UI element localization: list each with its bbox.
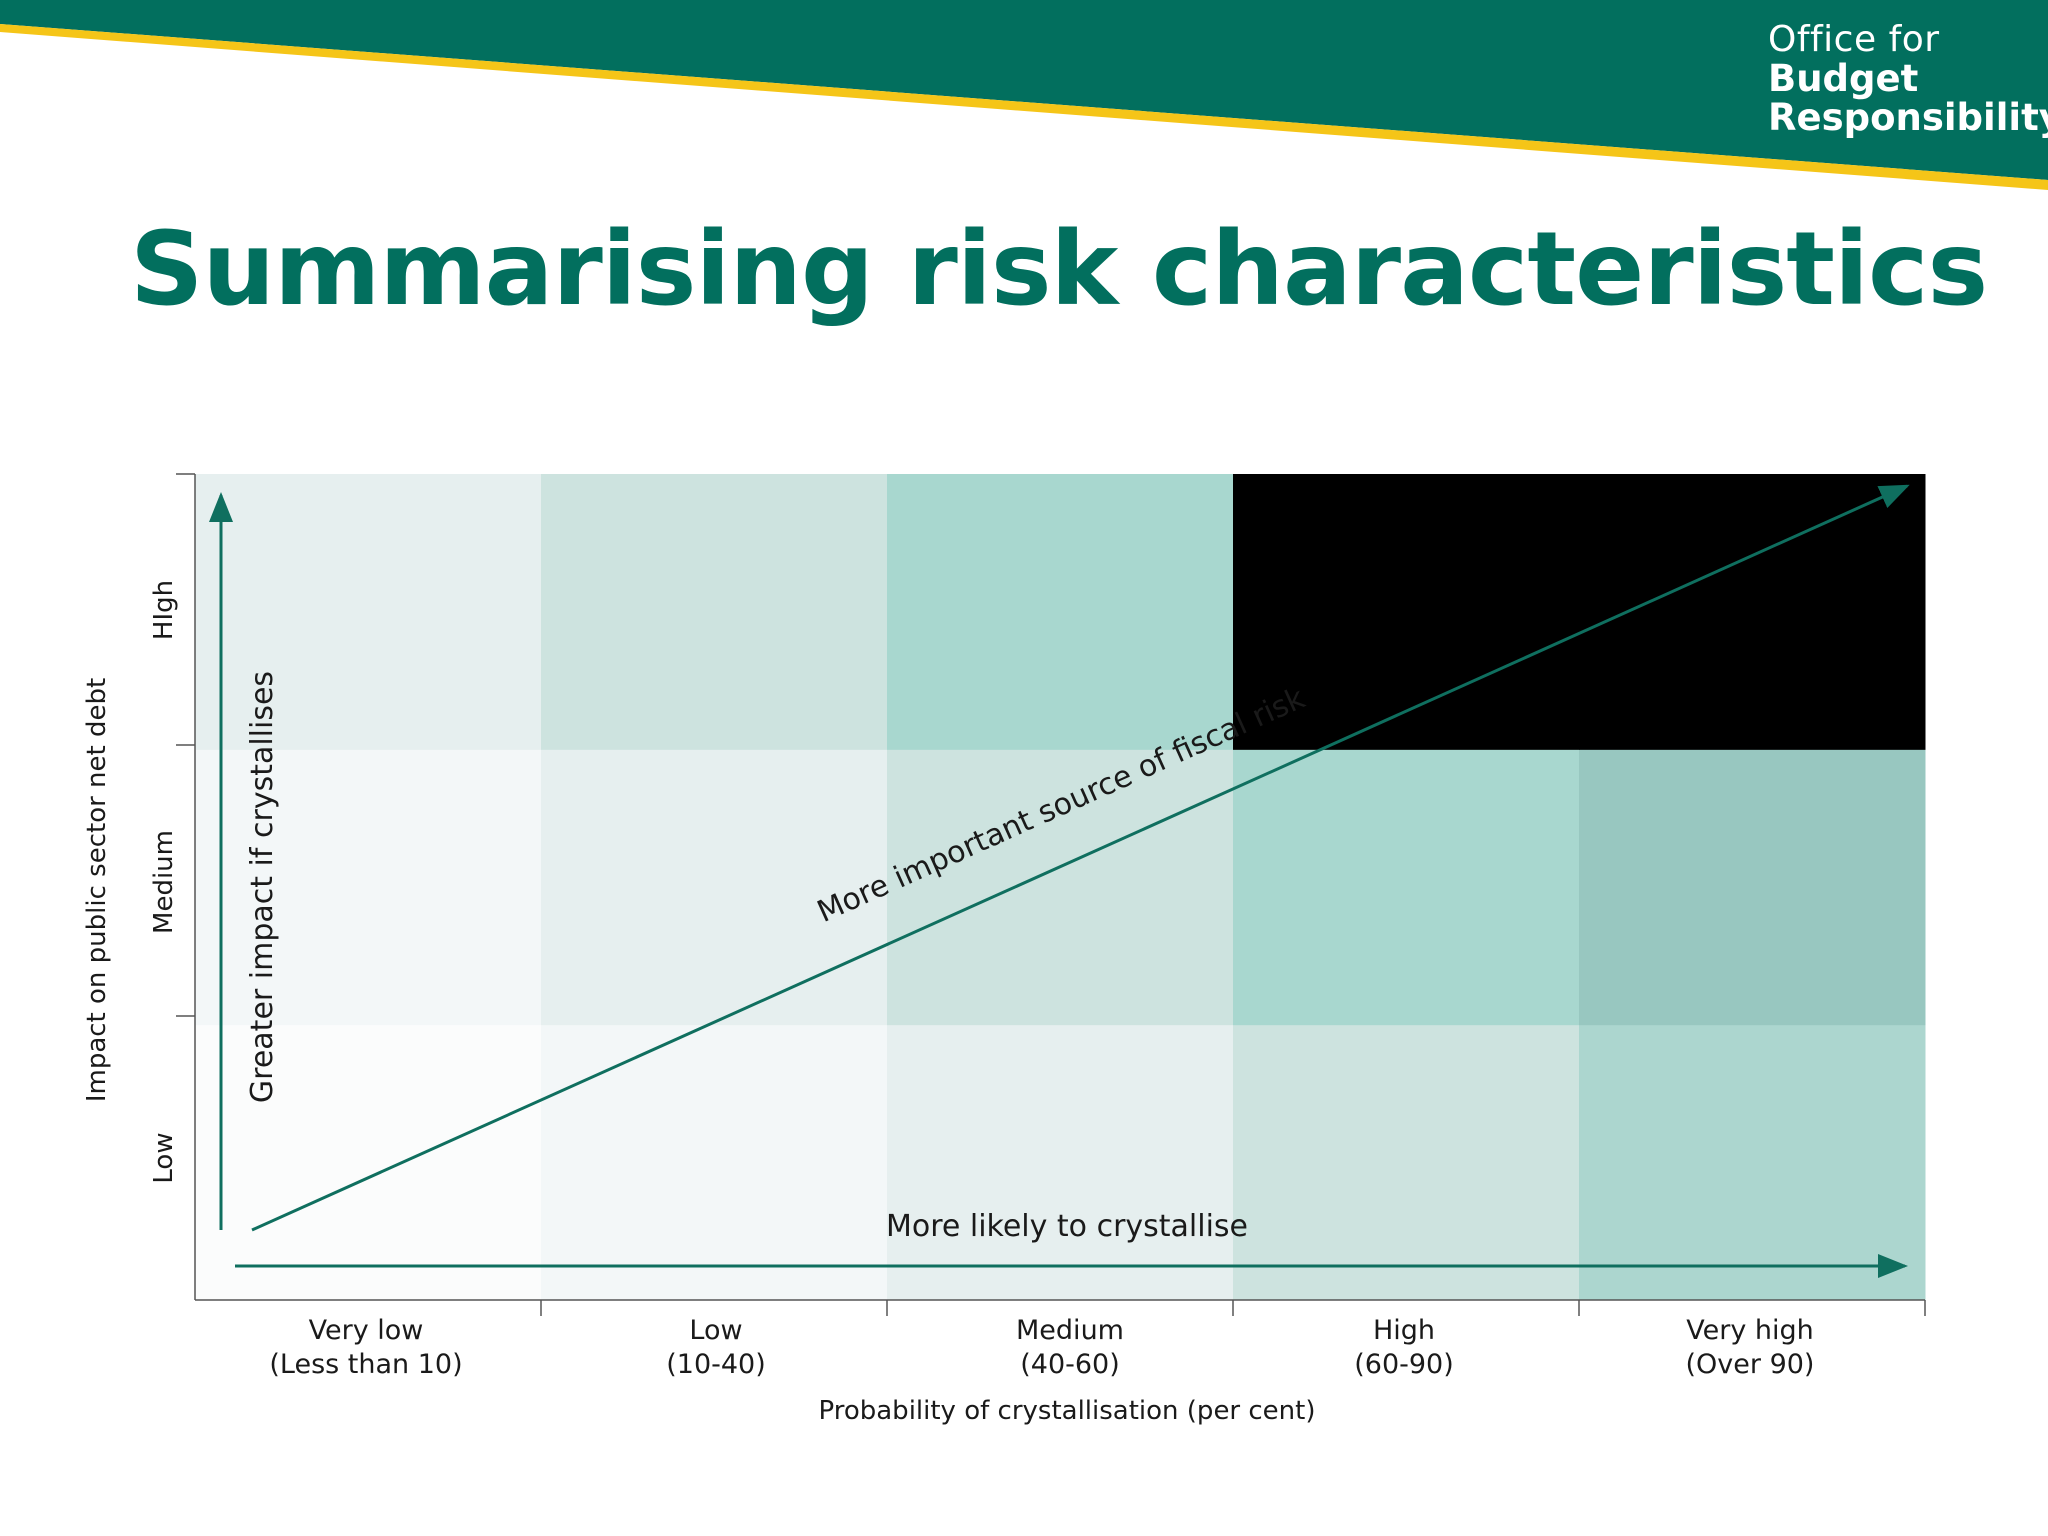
y-level-label-low: Low [149, 1132, 179, 1183]
x-level-name-low: Low [689, 1315, 742, 1346]
matrix-cell-high-impact-very-high-probability [1579, 474, 1926, 750]
matrix-cell-low-impact-medium-probability [887, 1024, 1234, 1301]
x-axis-title: Probability of crystallisation (per cent… [819, 1396, 1316, 1426]
x-level-range-medium: (40-60) [1020, 1349, 1120, 1380]
slide-title: Summarising risk characteristics [130, 210, 1988, 329]
obr-logo: Office for Budget Responsibility [1768, 19, 2048, 139]
matrix-cell-medium-impact-low-probability [541, 749, 888, 1026]
logo-line-office-for: Office for [1768, 19, 1940, 60]
matrix-cell-low-impact-high-probability [1233, 1024, 1580, 1301]
x-level-name-very-low: Very low [309, 1315, 424, 1346]
x-level-name-medium: Medium [1016, 1315, 1124, 1346]
vertical-arrow-label: Greater impact if crystallises [245, 671, 280, 1103]
matrix-cell-low-impact-very-low-probability [195, 1024, 542, 1301]
x-level-range-low: (10-40) [666, 1349, 766, 1380]
matrix-cell-high-impact-very-low-probability [195, 474, 542, 750]
header-banner [0, 0, 2048, 190]
matrix-cell-low-impact-very-high-probability [1579, 1024, 1926, 1301]
matrix-cell-high-impact-low-probability [541, 474, 888, 750]
x-level-range-high: (60-90) [1354, 1349, 1454, 1380]
logo-line-budget: Budget [1768, 57, 1919, 100]
matrix-cell-medium-impact-high-probability [1233, 749, 1580, 1026]
x-level-range-very-high: (Over 90) [1686, 1349, 1815, 1380]
matrix-cell-medium-impact-very-low-probability [195, 749, 542, 1026]
logo-line-responsibility: Responsibility [1768, 96, 2048, 139]
y-axis-title: Impact on public sector net debt [82, 678, 112, 1102]
diagonal-fiscal-risk-arrow [251, 484, 1910, 1232]
banner-green-band [0, 0, 2048, 180]
x-level-name-very-high: Very high [1686, 1315, 1814, 1346]
risk-matrix-cells [195, 474, 1926, 1301]
banner-yellow-stripe [0, 24, 2048, 190]
x-level-name-high: High [1373, 1315, 1435, 1346]
matrix-cell-low-impact-low-probability [541, 1024, 888, 1301]
horizontal-arrow-label: More likely to crystallise [886, 1209, 1248, 1244]
y-level-label-high: HIgh [149, 580, 179, 640]
matrix-cell-medium-impact-very-high-probability [1579, 749, 1926, 1026]
matrix-cell-high-impact-medium-probability [887, 474, 1234, 750]
y-level-label-medium: Medium [149, 830, 179, 934]
matrix-cell-medium-impact-medium-probability [887, 749, 1234, 1026]
x-level-range-very-low: (Less than 10) [269, 1349, 462, 1380]
matrix-cell-high-impact-high-probability [1233, 474, 1580, 750]
